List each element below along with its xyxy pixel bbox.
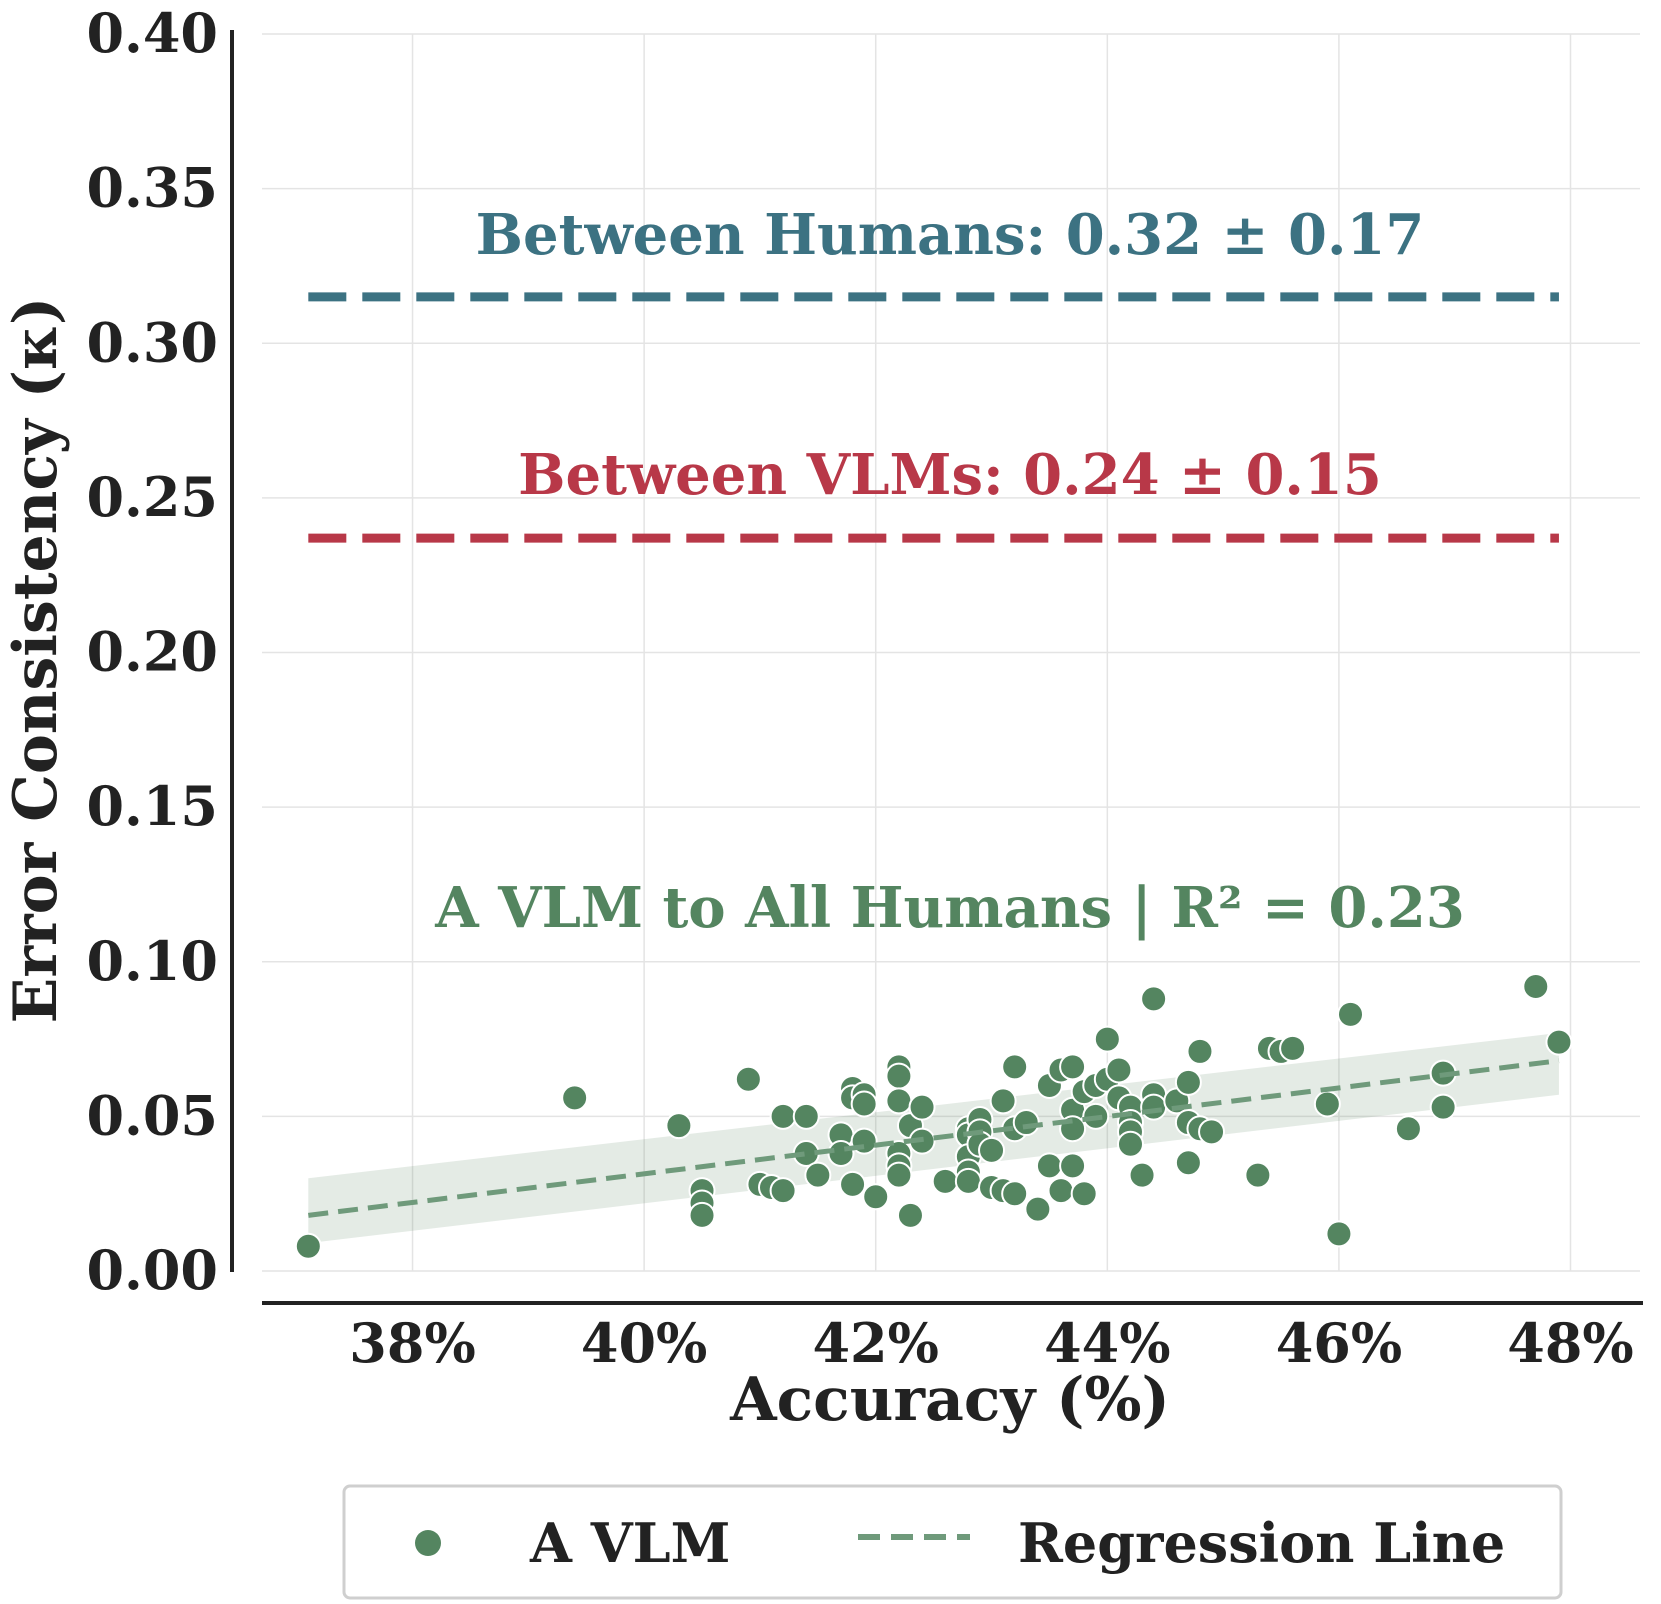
x-tick-label: 48% [1507,1311,1633,1375]
data-point [665,1112,693,1140]
y-tick-label: 0.40 [86,1,218,65]
y-tick-label: 0.10 [86,929,218,993]
data-point [1198,1118,1226,1146]
y-tick-label: 0.25 [86,465,218,529]
data-point [1140,985,1168,1013]
y-tick-label: 0.15 [86,774,218,838]
data-point [850,1090,878,1118]
data-point [931,1167,959,1195]
data-point [839,1170,867,1198]
x-tick-label: 40% [581,1311,707,1375]
data-point [862,1183,890,1211]
x-tick-label: 38% [349,1311,475,1375]
data-point [1522,972,1550,1000]
data-point [954,1167,982,1195]
data-point [1001,1053,1029,1081]
data-point [1174,1068,1202,1096]
tick-labels-layer: 0.00 0.05 0.10 0.15 0.20 0.25 0.30 0.35 0.40 38% 4… [86,1,1633,1375]
regression-line [308,1058,1560,1218]
legend-marker-vlm [415,1530,441,1556]
data-point [1059,1152,1087,1180]
scatter-annotation: A VLM to All Humans | R² = 0.23 [434,875,1465,941]
data-point [908,1093,936,1121]
data-point [1001,1180,1029,1208]
data-point [769,1102,797,1130]
data-point [1313,1090,1341,1118]
reference-lines-layer [308,292,1559,543]
data-point [989,1087,1017,1115]
x-axis-title: Accuracy (%) [729,1365,1170,1435]
data-point [885,1161,913,1189]
y-tick-label: 0.35 [86,156,218,220]
data-point [561,1084,589,1112]
y-tick-label: 0.20 [86,620,218,684]
axis-layer [230,30,1643,1305]
legend: A VLM Regression Line [342,1484,1563,1600]
data-point [804,1161,832,1189]
y-axis-title: Error Consistency (κ) [1,297,71,1024]
data-point [688,1201,716,1229]
data-point [1059,1053,1087,1081]
data-point [294,1232,322,1260]
legend-box [342,1484,1563,1600]
y-tick-label: 0.00 [86,1238,218,1302]
data-point [1429,1093,1457,1121]
data-point [792,1102,820,1130]
data-point [1186,1037,1214,1065]
data-point [1105,1056,1133,1084]
data-points-layer [294,972,1573,1260]
between-vlms-annotation: Between VLMs: 0.24 ± 0.15 [518,442,1382,508]
data-point [827,1139,855,1167]
data-point [885,1087,913,1115]
data-point [1545,1028,1573,1056]
x-tick-label: 46% [1276,1311,1402,1375]
data-point [896,1201,924,1229]
data-point [1070,1180,1098,1208]
data-point [1047,1177,1075,1205]
data-point [1012,1109,1040,1137]
regression-layer [308,1058,1560,1218]
y-tick-label: 0.30 [86,310,218,374]
legend-label-regression: Regression Line [1018,1511,1505,1575]
data-point [1174,1149,1202,1177]
data-point [1244,1161,1272,1189]
data-point [1024,1195,1052,1223]
between-humans-annotation: Between Humans: 0.32 ± 0.17 [476,202,1425,268]
data-point [1128,1161,1156,1189]
data-point [1035,1152,1063,1180]
y-tick-label: 0.05 [86,1083,218,1147]
data-point [1116,1130,1144,1158]
data-point [1140,1093,1168,1121]
data-point [734,1065,762,1093]
data-point [1325,1220,1353,1248]
data-point [1337,1000,1365,1028]
x-tick-label: 42% [812,1311,938,1375]
data-point [1093,1025,1121,1053]
data-point [978,1136,1006,1164]
data-point [1279,1034,1307,1062]
data-point [1394,1115,1422,1143]
data-point [769,1177,797,1205]
data-point [885,1062,913,1090]
x-tick-label: 44% [1044,1311,1170,1375]
legend-label-vlm: A VLM [529,1511,730,1575]
